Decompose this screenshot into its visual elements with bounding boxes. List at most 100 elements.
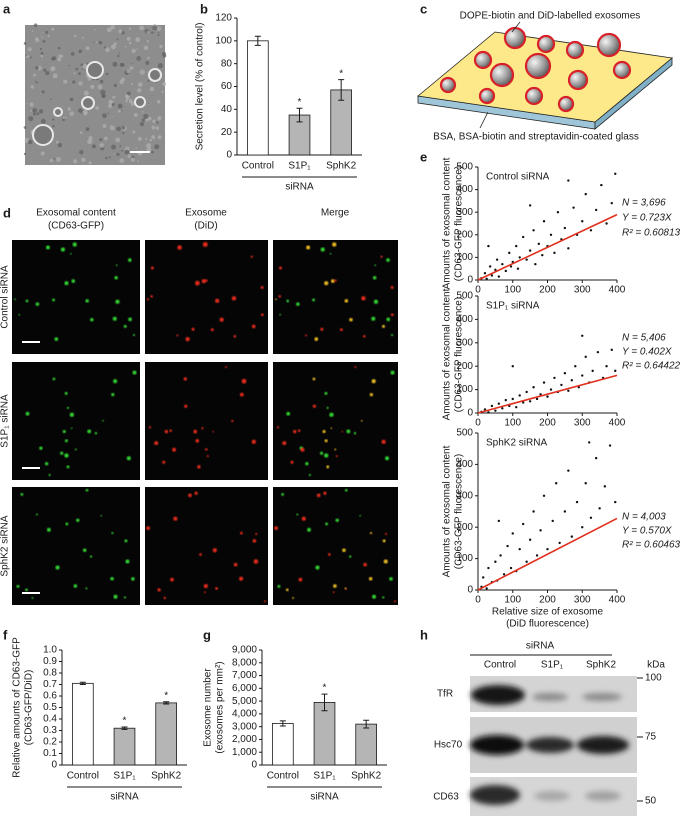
em-texture: [116, 38, 119, 41]
spot: [384, 456, 390, 461]
em-texture: [32, 108, 38, 113]
spot: [48, 473, 51, 477]
spot: [306, 245, 311, 250]
spot: [323, 491, 327, 495]
plot-title: SphK2 siRNA: [486, 438, 547, 449]
y-tick-label: 0.4: [43, 714, 57, 725]
spot: [330, 427, 333, 430]
spot: [320, 247, 325, 252]
em-texture: [151, 125, 156, 130]
em-texture: [106, 27, 112, 33]
point: [497, 519, 501, 523]
point: [506, 544, 509, 548]
point: [516, 267, 520, 270]
em-texture: [101, 93, 106, 99]
spot: [62, 430, 66, 434]
em-texture: [93, 28, 96, 31]
y-tick-label: 8,000: [232, 657, 257, 668]
micrograph: [273, 240, 398, 354]
em-texture: [107, 112, 110, 114]
marker-label: 100: [645, 673, 662, 684]
em-texture: [130, 101, 136, 106]
em-texture: [128, 27, 132, 30]
point: [584, 192, 587, 196]
y-tick-label: 300: [456, 207, 473, 218]
point: [596, 350, 600, 354]
em-texture: [23, 42, 27, 45]
em-texture: [145, 137, 148, 140]
spot: [251, 324, 256, 329]
spot: [382, 539, 386, 543]
spot: [219, 317, 224, 322]
spot: [290, 460, 294, 464]
x-tick-label: 400: [609, 285, 626, 296]
spot: [282, 441, 287, 446]
em-texture: [147, 116, 152, 121]
spot: [348, 555, 352, 558]
y-tick-label: 0.9: [43, 656, 57, 667]
bar: [247, 40, 269, 156]
spot: [361, 296, 366, 301]
y-tick-label: 3,000: [232, 721, 257, 732]
em-texture: [156, 122, 159, 124]
spot: [25, 411, 30, 416]
point: [515, 244, 518, 248]
em-vesicle: [134, 96, 146, 108]
point: [495, 258, 499, 261]
em-texture: [32, 112, 36, 116]
y-tick-label: 9,000: [232, 645, 257, 656]
em-texture: [73, 72, 76, 75]
em-texture: [87, 77, 92, 81]
spot: [363, 562, 367, 567]
em-texture: [91, 144, 96, 149]
protein-label: CD63: [433, 792, 459, 803]
em-texture: [100, 89, 106, 95]
em-texture: [157, 116, 162, 121]
plot-title: Control siRNA: [486, 172, 550, 183]
spot: [335, 455, 338, 458]
point: [497, 402, 501, 405]
y-tick-label: 200: [456, 229, 473, 240]
em-texture: [83, 90, 89, 96]
spot: [35, 302, 40, 306]
fit-stat: Y = 0.402X: [622, 347, 672, 358]
point: [532, 510, 535, 513]
spot: [329, 252, 332, 255]
em-texture: [135, 37, 141, 43]
spot: [333, 584, 337, 588]
em-texture: [58, 54, 62, 59]
significance-mark: *: [323, 683, 327, 694]
point: [518, 394, 521, 397]
em-texture: [112, 61, 118, 67]
point: [494, 409, 497, 412]
em-texture: [52, 118, 55, 121]
spot: [206, 455, 209, 458]
em-texture: [68, 64, 71, 67]
spot: [70, 252, 72, 255]
point: [482, 576, 485, 579]
point: [581, 526, 584, 529]
spot: [390, 286, 394, 290]
spot: [298, 577, 303, 582]
fit-stat: Y = 0.570X: [622, 526, 672, 537]
em-texture: [110, 25, 115, 30]
spot: [185, 336, 190, 342]
point: [594, 456, 598, 460]
em-texture: [117, 54, 120, 58]
point: [528, 204, 532, 207]
em-texture: [113, 83, 118, 88]
x-tick-label: 300: [574, 418, 591, 429]
spot: [55, 565, 60, 570]
em-texture: [50, 66, 56, 72]
spot: [102, 420, 104, 422]
em-texture: [154, 144, 160, 150]
em-texture: [36, 112, 40, 116]
point: [537, 242, 541, 246]
point: [554, 482, 558, 485]
spot: [90, 317, 94, 322]
spot: [128, 317, 132, 322]
em-texture: [145, 118, 149, 122]
em-texture: [95, 41, 98, 44]
spot: [332, 242, 337, 247]
point: [528, 249, 532, 252]
